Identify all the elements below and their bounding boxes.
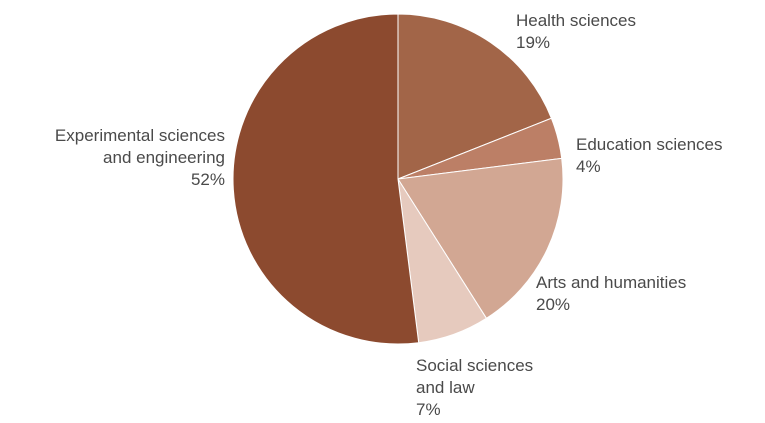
label-education-sciences-percent: 4%: [576, 157, 601, 176]
label-social-sciences-name-line2: and law: [416, 378, 475, 397]
label-experimental-sciences: Experimental sciences and engineering 52…: [55, 125, 225, 191]
label-health-sciences-name: Health sciences: [516, 11, 637, 30]
label-education-sciences: Education sciences 4%: [576, 134, 722, 178]
label-health-sciences: Health sciences 19%: [516, 10, 636, 54]
label-social-sciences-percent: 7%: [416, 400, 441, 419]
label-experimental-sciences-percent: 52%: [190, 170, 225, 189]
pie-slice-experimental-sciences-and-engineering: [232, 13, 420, 345]
label-experimental-sciences-name-line1: Experimental sciences: [54, 126, 225, 145]
pie-slice-health-sciences: [397, 13, 552, 180]
label-arts-and-humanities: Arts and humanities 20%: [536, 272, 686, 316]
label-social-sciences-name-line1: Social sciences: [416, 356, 534, 375]
label-health-sciences-percent: 19%: [516, 33, 551, 52]
label-experimental-sciences-name-line2: and engineering: [103, 148, 225, 167]
pie-slice-arts-and-humanities: [397, 157, 564, 319]
label-education-sciences-name: Education sciences: [576, 135, 723, 154]
label-social-sciences-and-law: Social sciences and law 7%: [416, 355, 533, 421]
label-arts-and-humanities-name: Arts and humanities: [536, 273, 687, 292]
label-arts-and-humanities-percent: 20%: [536, 295, 571, 314]
pie-slices: [232, 13, 564, 345]
